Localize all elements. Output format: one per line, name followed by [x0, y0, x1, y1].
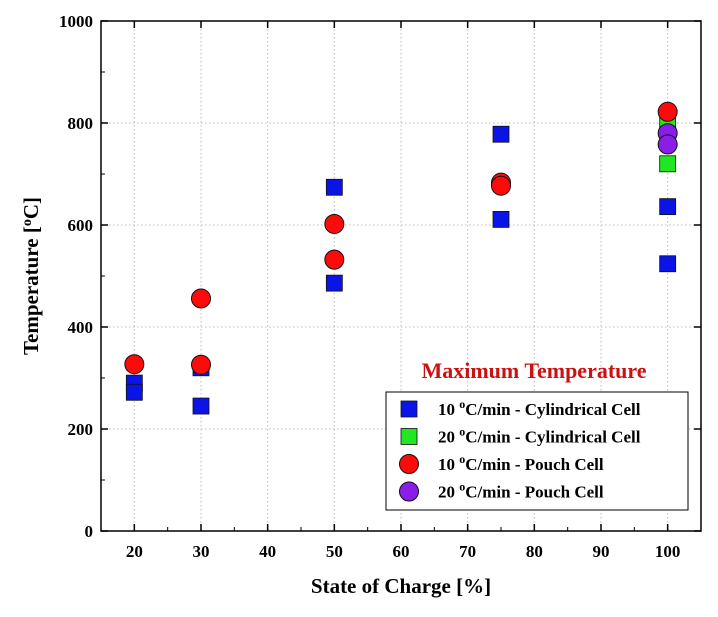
- legend-marker-square: [400, 428, 418, 445]
- legend-marker-square: [400, 400, 418, 418]
- data-point-square: [492, 125, 510, 143]
- data-point-square: [325, 178, 343, 196]
- y-axis-title: Temperature [oC]: [19, 197, 43, 355]
- data-point-square: [325, 274, 343, 292]
- legend-marker-circle: [399, 481, 419, 502]
- data-point-square: [125, 383, 143, 401]
- data-point-circle: [657, 134, 678, 155]
- data-point-circle: [124, 354, 145, 375]
- data-points: [124, 101, 678, 415]
- data-point-circle: [191, 288, 211, 309]
- data-point-circle: [491, 175, 511, 196]
- data-point-circle: [191, 354, 211, 375]
- legend-label: 10 oC/min - Pouch Cell: [438, 452, 604, 474]
- data-point-circle: [324, 249, 345, 270]
- x-tick-label: 90: [593, 542, 610, 561]
- y-tick-label: 0: [85, 522, 94, 541]
- legend: 10 oC/min - Cylindrical Cell 20 oC/min - …: [385, 391, 689, 511]
- data-point-square: [659, 198, 677, 216]
- y-tick-label: 600: [68, 216, 94, 235]
- data-point-square: [659, 255, 677, 273]
- x-tick-label: 40: [259, 542, 276, 561]
- y-tick-label: 800: [68, 114, 94, 133]
- x-tick-label: 20: [126, 542, 143, 561]
- legend-marker-circle: [399, 454, 419, 474]
- legend-label: 20 oC/min - Pouch Cell: [438, 480, 604, 502]
- x-tick-label: 50: [326, 542, 343, 561]
- chart-title: Maximum Temperature: [421, 358, 646, 383]
- x-tick-label: 70: [459, 542, 476, 561]
- y-tick-label: 200: [68, 420, 94, 439]
- x-tick-label: 60: [393, 542, 410, 561]
- x-tick-label: 100: [655, 542, 681, 561]
- legend-label: 20 oC/min - Cylindrical Cell: [438, 425, 641, 447]
- y-tick-label: 1000: [59, 12, 93, 31]
- x-axis-title: State of Charge [%]: [311, 574, 491, 598]
- legend-box: [385, 391, 689, 511]
- y-tick-label: 400: [68, 318, 94, 337]
- data-point-square: [492, 210, 510, 228]
- data-point-circle: [324, 213, 345, 234]
- x-tick-label: 30: [193, 542, 210, 561]
- data-point-circle: [657, 101, 678, 122]
- x-tick-label: 80: [526, 542, 543, 561]
- data-point-square: [659, 155, 677, 173]
- data-point-square: [192, 397, 210, 415]
- legend-label: 10 oC/min - Cylindrical Cell: [438, 397, 641, 419]
